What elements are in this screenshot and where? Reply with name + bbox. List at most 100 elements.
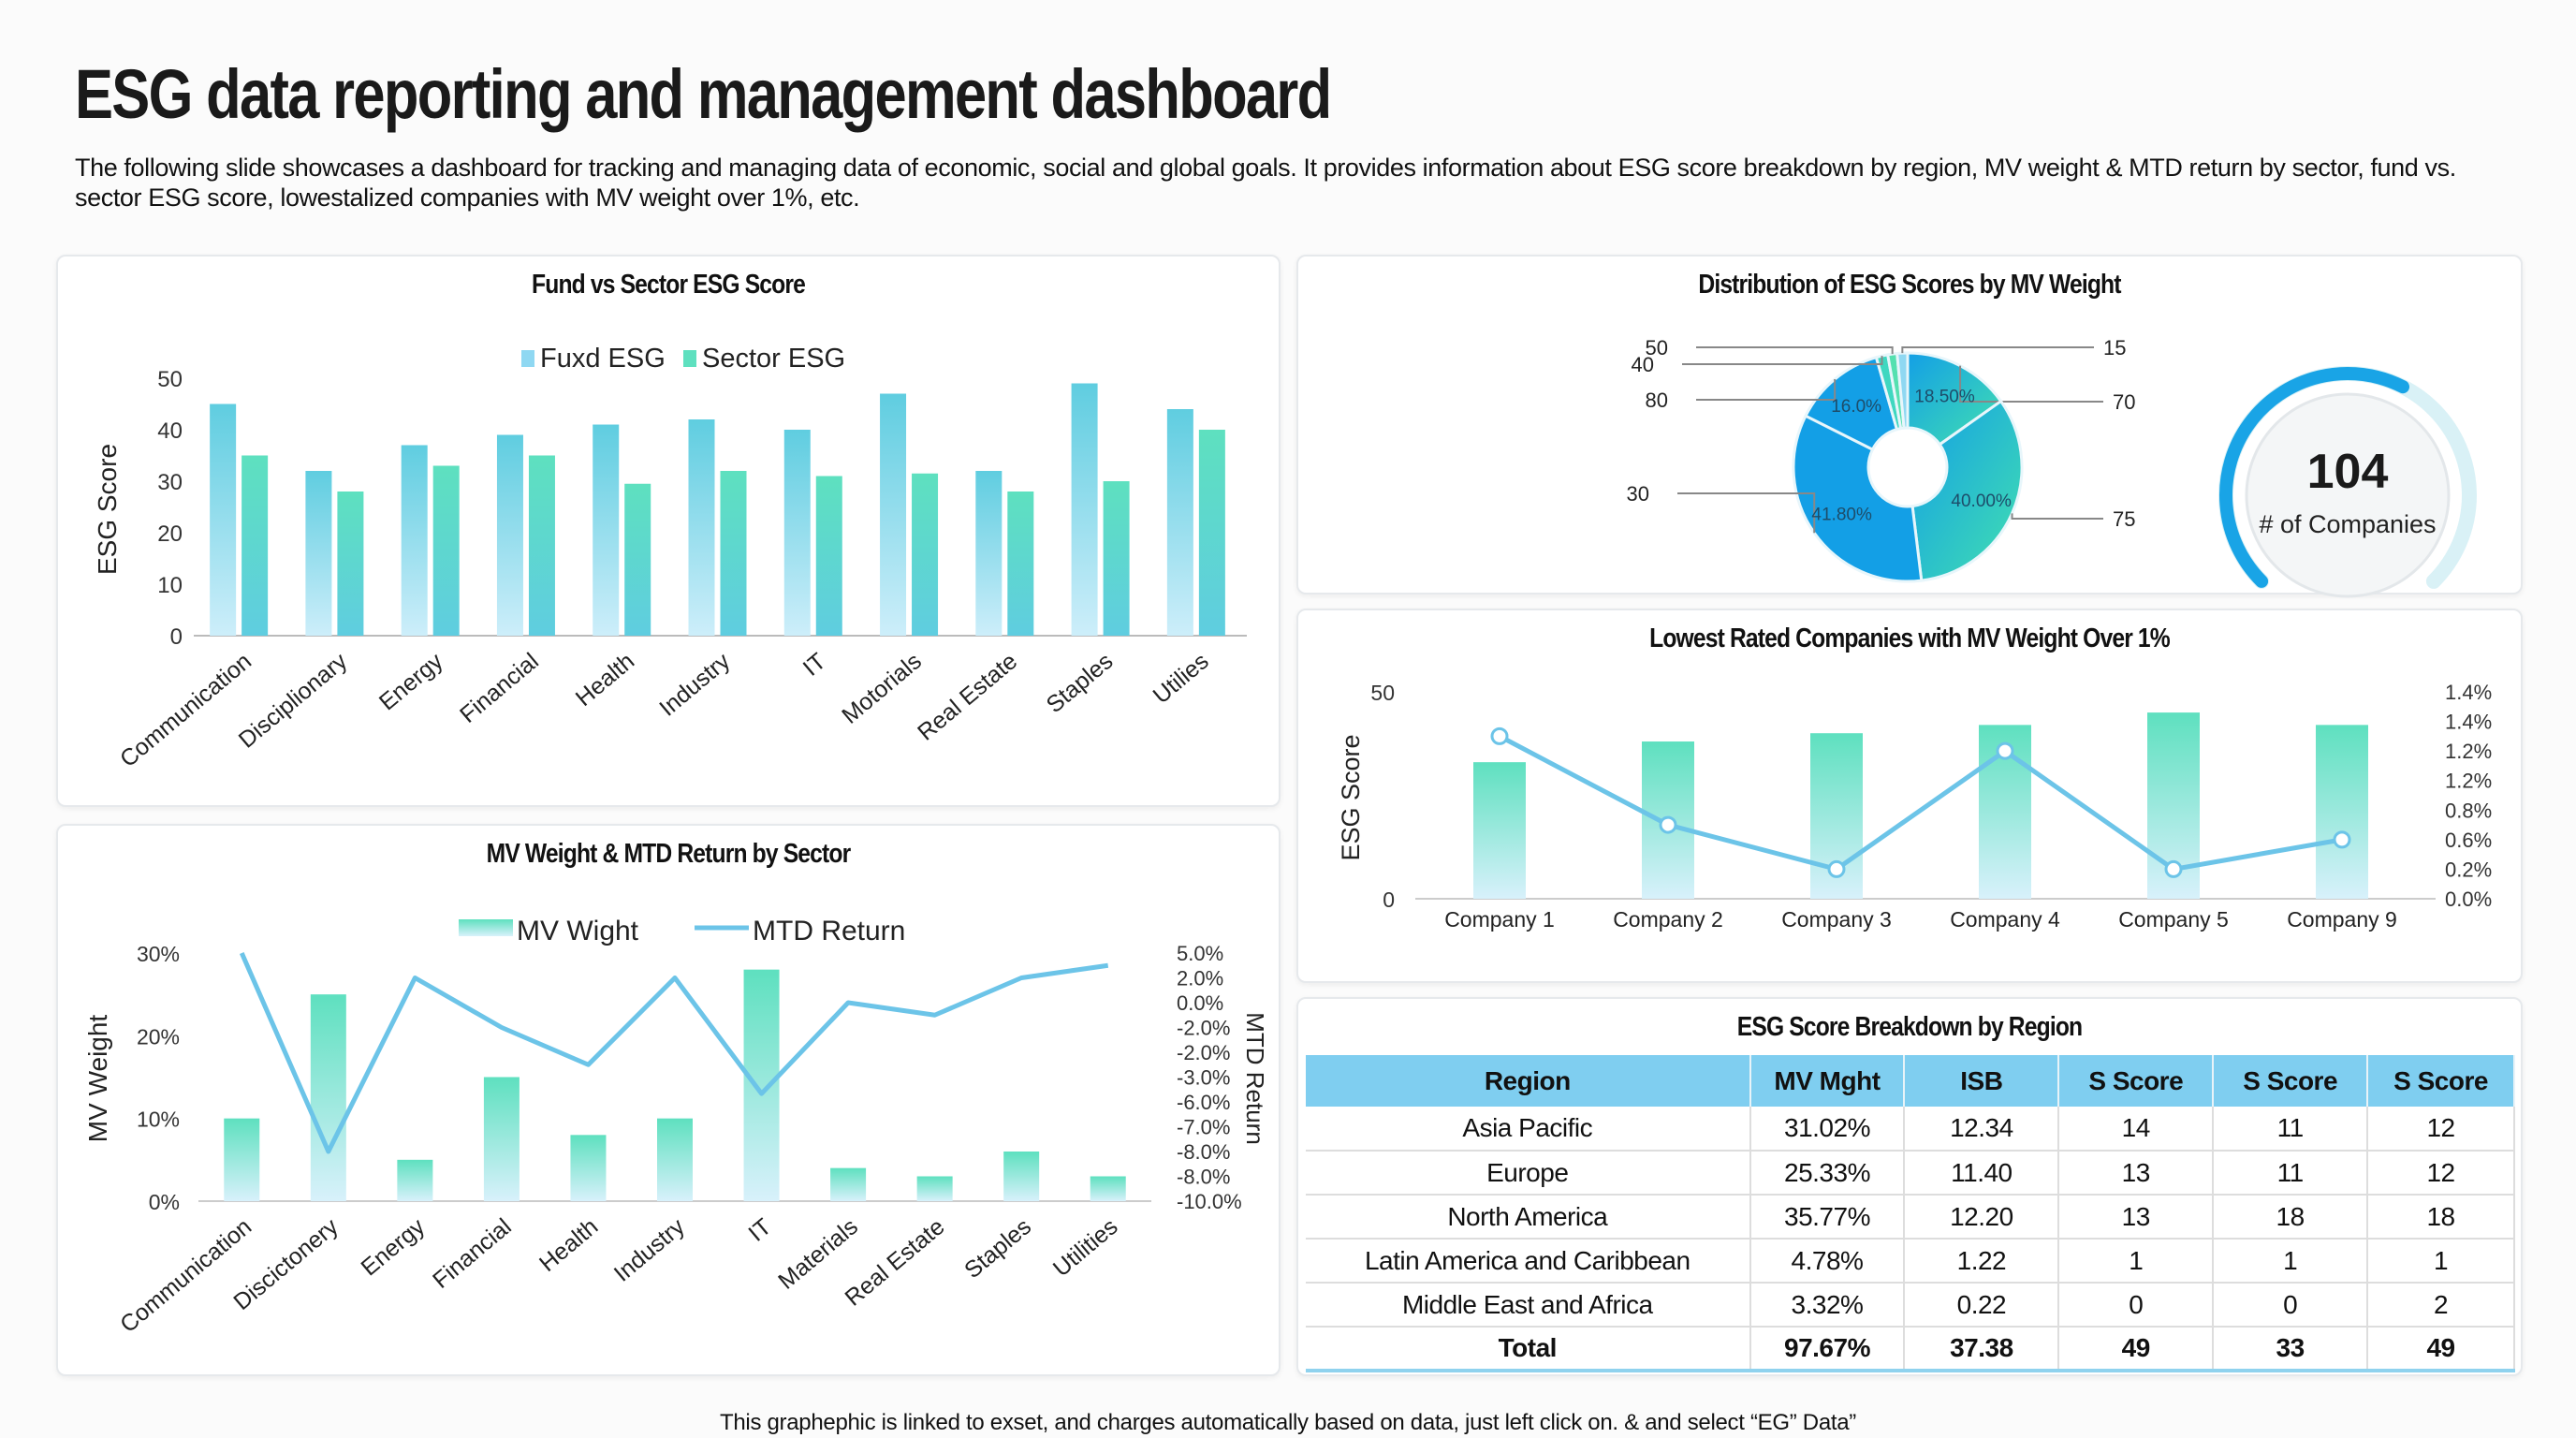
bar-fund [1166,409,1193,636]
total-cell: Total [1306,1327,1751,1372]
header-s-score: S Score [2367,1055,2515,1107]
x-tick-label: Industry [654,648,736,722]
bar-sector [528,455,555,636]
slice-label: 50 [1646,336,1668,360]
leader-line [1696,346,1894,355]
table-total-row: Total 97.67% 37.38 49 33 49 [1306,1327,2515,1372]
slice-value-label: 40.00% [1951,492,2012,511]
y2-tick-label: 0.2% [2445,858,2492,881]
bar-fund [975,471,1003,636]
x-tick-label: IT [743,1213,776,1247]
x-tick-label: Financial [455,648,544,728]
line-mv-weight [1498,734,2343,873]
bar-fund [783,430,811,636]
donut-slice [1792,414,1924,583]
bar-mv-weight [916,1176,953,1201]
y2-tick-label: -8.0% [1177,1140,1230,1164]
x-tick-label: Company 2 [1613,907,1723,932]
slice-label: 70 [2113,390,2135,414]
header-region: Region [1306,1055,1751,1107]
x-tick-label: Industry [609,1213,691,1287]
y-axis-title: ESG Score [1337,734,1365,860]
chart-title: Fund vs Sector ESG Score [532,270,806,300]
bar-sector [1103,481,1130,636]
table-cell: 11 [2213,1107,2369,1152]
bar-mv-weight [397,1159,433,1201]
x-tick-label: Company 5 [2118,907,2229,932]
y-tick-label: 40 [157,418,183,444]
chart-title: Lowest Rated Companies with MV Weight Ov… [1649,624,2171,653]
y2-tick-label: 5.0% [1177,942,1223,965]
table-cell: Middle East and Africa [1306,1283,1751,1328]
table-cell: 25.33% [1749,1151,1906,1196]
slice-label: 15 [2103,336,2126,360]
y2-tick-label: -8.0% [1177,1166,1230,1189]
y2-tick-label: 1.2% [2445,740,2492,763]
donut-slice [1895,351,1910,430]
bar-fund [688,419,715,636]
table-cell: 13 [2058,1195,2215,1240]
y-tick-label: 20 [157,521,183,547]
kpi-value: 104 [2307,445,2389,499]
table-cell: 1.22 [1904,1239,2060,1284]
x-tick-label: Utilities [1048,1213,1123,1282]
distribution-panel: Distribution of ESG Scores by MV Weight … [1296,255,2523,598]
bar-esg-score [1473,762,1526,899]
x-tick-label: Utilies [1149,648,1214,709]
table-cell: North America [1306,1195,1751,1240]
y-axis-title: MV Weight [83,1015,112,1143]
mv-weight-panel: MV Weight & MTD Return by Sector 0% 10% 20… [56,824,1281,1376]
legend-label: Fuxd ESG [540,344,666,374]
slice-value-label: 16.0% [1831,397,1881,417]
legend-swatch-mv [459,919,513,936]
line-mtd-return [239,951,1109,1154]
table-cell: 12 [2367,1151,2515,1196]
bar-sector [720,471,747,636]
bar-sector [1198,430,1225,636]
y2-tick-label: 0.0% [1177,991,1223,1015]
line-marker [1490,726,1509,745]
region-table: Region MV Mght ISB S Score S Score S Sco… [1306,1055,2515,1372]
chart-title: MV Weight & MTD Return by Sector [486,839,852,869]
header-s-score: S Score [2213,1055,2369,1107]
bar-sector [337,492,364,636]
y2-tick-label: 0.6% [2445,829,2492,852]
header-isb: ISB [1904,1055,2060,1107]
y-axis-title: ESG Score [93,444,122,575]
table-cell: 1 [2367,1239,2515,1284]
y2-tick-label: -2.0% [1177,1041,1230,1064]
table-cell: Asia Pacific [1306,1107,1751,1152]
x-tick-label: Motorials [837,648,927,729]
table-cell: 1 [2058,1239,2215,1284]
bar-fund [496,434,523,636]
fund-vs-sector-panel: Fund vs Sector ESG Score 0 10 20 30 40 50 ESG … [56,255,1281,807]
bar-fund [593,424,620,636]
y2-tick-label: -2.0% [1177,1017,1230,1040]
slice-label: 80 [1646,389,1668,412]
total-cell: 37.38 [1904,1327,2060,1372]
x-tick-label: Company 1 [1444,907,1555,932]
y-tick-label: 30% [137,942,180,966]
leader-line [1959,365,2103,403]
table-cell: 12 [2367,1107,2515,1152]
y2-tick-label: 0.8% [2445,799,2492,822]
bar-sector [432,465,460,636]
table-cell: 0 [2058,1283,2215,1328]
header-mv: MV Mght [1749,1055,1906,1107]
donut-slice [1910,399,2024,582]
x-tick-label: Communication [115,1213,256,1338]
table-header-row: Region MV Mght ISB S Score S Score S Sco… [1306,1055,2515,1107]
page-title: ESG data reporting and management dashbo… [75,55,1332,133]
y-tick-label: 10% [137,1108,180,1132]
table-cell: 14 [2058,1107,2215,1152]
y2-tick-label: -3.0% [1177,1066,1230,1090]
leader-line [2011,513,2103,520]
table-cell: 4.78% [1749,1239,1906,1284]
bar-fund [1071,383,1098,636]
table-cell: 0 [2213,1283,2369,1328]
bar-mv-weight [310,994,346,1201]
table-cell: 18 [2367,1195,2515,1240]
total-cell: 49 [2367,1327,2515,1372]
line-marker [1827,859,1846,878]
bar-fund [880,393,907,636]
